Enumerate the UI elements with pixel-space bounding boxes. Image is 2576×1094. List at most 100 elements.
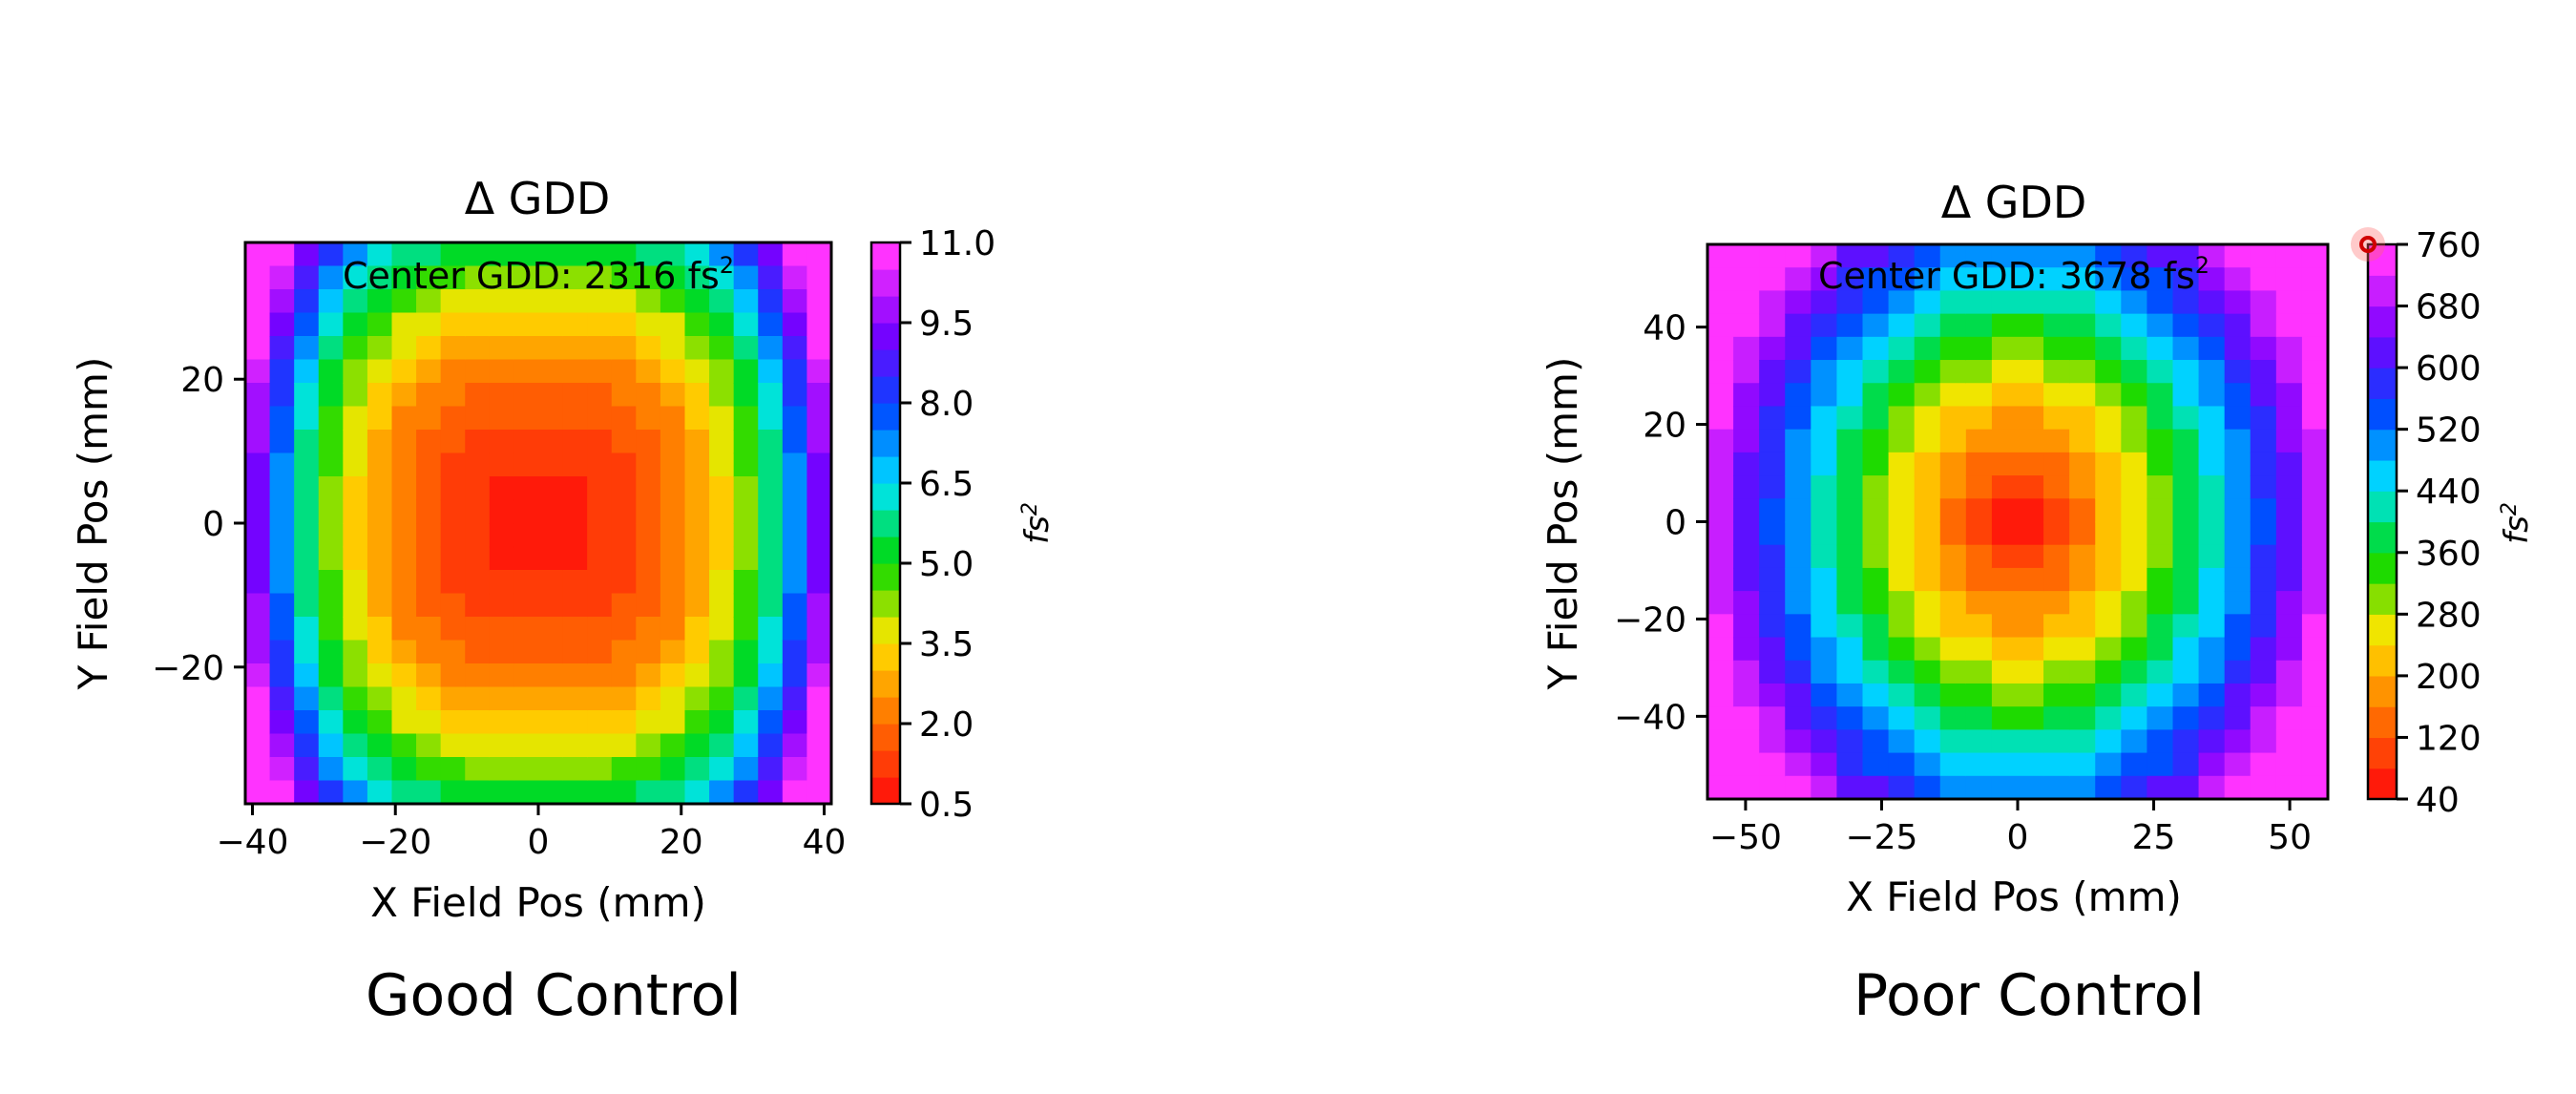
left-heatmap-cell: [758, 780, 784, 805]
right-heatmap-cell: [2275, 544, 2303, 569]
left-heatmap-cell: [684, 640, 710, 664]
left-heatmap-cell: [513, 359, 539, 384]
left-x-axis-label: X Field Pos (mm): [370, 879, 706, 926]
left-heatmap-cell: [636, 780, 661, 805]
right-heatmap-cell: [1811, 290, 1838, 315]
right-heatmap-cell: [1759, 475, 1787, 500]
left-heatmap-cell: [636, 617, 661, 642]
right-heatmap-cell: [2069, 660, 2097, 684]
right-heatmap-cell: [2275, 498, 2303, 523]
left-heatmap-cell: [489, 499, 515, 524]
left-heatmap-cell: [684, 593, 710, 618]
left-heatmap-cell: [660, 710, 686, 735]
left-heatmap-cell: [269, 663, 295, 688]
left-heatmap-cell: [562, 710, 588, 735]
right-heatmap-cell: [1888, 452, 1916, 476]
left-heatmap-cell: [538, 523, 564, 548]
left-heatmap-cell: [538, 640, 564, 664]
left-heatmap-cell: [562, 476, 588, 501]
right-heatmap-cell: [1733, 775, 1760, 800]
left-heatmap-cell: [465, 686, 491, 711]
right-heatmap-cell: [2301, 244, 2329, 269]
left-heatmap-cell: [416, 757, 442, 782]
right-heatmap-cell: [1759, 752, 1787, 777]
left-heatmap-cell: [660, 733, 686, 758]
right-heatmap-cell: [1939, 567, 1967, 592]
left-heatmap-cell: [782, 265, 808, 290]
right-heatmap-cell: [1939, 683, 1967, 707]
right-heatmap-cell: [1965, 429, 1993, 453]
right-heatmap-cell: [2095, 498, 2123, 523]
right-heatmap-cell: [1733, 637, 1760, 662]
left-heatmap-cell: [611, 406, 638, 431]
left-heatmap-cell: [684, 499, 710, 524]
right-heatmap-cell: [2147, 475, 2174, 500]
right-heatmap-cell: [2224, 637, 2251, 662]
left-heatmap-cell: [758, 523, 784, 548]
right-heatmap-cell: [2095, 244, 2123, 269]
left-heatmap-cell: [440, 289, 467, 314]
right-heatmap-cell: [2224, 775, 2251, 800]
left-heatmap-cell: [758, 663, 784, 688]
left-heatmap-cell: [489, 710, 515, 735]
left-heatmap-cell: [513, 663, 539, 688]
right-heatmap-cell: [1733, 429, 1760, 453]
left-heatmap-cell: [782, 593, 808, 618]
right-heatmap-cell: [2121, 706, 2148, 731]
right-heatmap-cell: [1759, 567, 1787, 592]
right-colorbar-segment: [2368, 336, 2397, 368]
right-heatmap-cell: [2095, 290, 2123, 315]
right-heatmap-cell: [2172, 383, 2200, 408]
left-heatmap-cell: [465, 383, 491, 408]
left-heatmap-cell: [294, 733, 320, 758]
right-heatmap-cell: [1811, 706, 1838, 731]
left-heatmap-cell: [660, 757, 686, 782]
left-heatmap-cell: [684, 383, 710, 408]
right-heatmap-cell: [1785, 360, 1812, 385]
right-heatmap-cell: [2043, 729, 2070, 754]
left-heatmap-cell: [294, 476, 320, 501]
right-heatmap-cell: [2250, 498, 2277, 523]
right-heatmap-cell: [2121, 660, 2148, 684]
right-heatmap-cell: [2172, 360, 2200, 385]
left-heatmap-cell: [391, 523, 417, 548]
right-heatmap-cell: [2301, 406, 2329, 431]
right-heatmap-cell: [2250, 267, 2277, 292]
right-heatmap-cell: [2018, 775, 2044, 800]
right-heatmap-cell: [1759, 383, 1787, 408]
left-heatmap-cell: [806, 710, 832, 735]
left-heatmap-cell: [562, 312, 588, 337]
right-heatmap-cell: [1811, 336, 1838, 361]
right-colorbar-segment: [2368, 675, 2397, 707]
left-heatmap-cell: [587, 499, 613, 524]
right-heatmap-cell: [1862, 775, 1890, 800]
left-heatmap-cell: [538, 593, 564, 618]
left-heatmap-cell: [367, 663, 393, 688]
left-heatmap-cell: [611, 499, 638, 524]
left-heatmap-cell: [245, 780, 271, 805]
left-heatmap-cell: [538, 476, 564, 501]
right-heatmap-cell: [2095, 775, 2123, 800]
right-heatmap-cell: [1733, 267, 1760, 292]
right-heatmap-cell: [2018, 429, 2044, 453]
right-heatmap-cell: [1914, 290, 1941, 315]
left-heatmap-cell: [806, 780, 832, 805]
right-heatmap-cell: [1991, 452, 2019, 476]
right-heatmap-cell: [1914, 729, 1941, 754]
left-heatmap-cell: [684, 242, 710, 267]
left-heatmap-cell: [416, 265, 442, 290]
left-heatmap-cell: [684, 523, 710, 548]
left-heatmap-cell: [587, 570, 613, 595]
right-heatmap-cell: [1785, 775, 1812, 800]
right-heatmap-cell: [2069, 614, 2097, 639]
left-colorbar-segment: [871, 510, 900, 537]
left-heatmap-cell: [269, 452, 295, 477]
left-heatmap-cell: [660, 499, 686, 524]
right-heatmap-cell: [1811, 406, 1838, 431]
left-heatmap-cell: [269, 617, 295, 642]
left-heatmap-cell: [709, 686, 735, 711]
left-heatmap-cell: [391, 476, 417, 501]
left-heatmap-cell: [416, 546, 442, 571]
right-heatmap-cell: [2275, 614, 2303, 639]
left-heatmap-cell: [513, 383, 539, 408]
